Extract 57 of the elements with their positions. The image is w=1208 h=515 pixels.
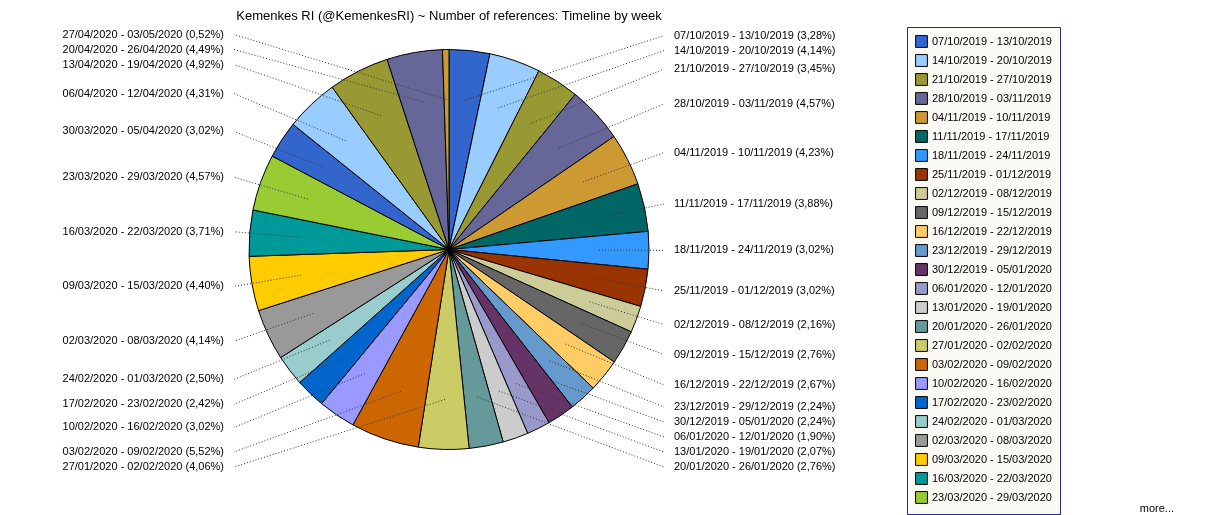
slice-label: 30/03/2020 - 05/04/2020 (3,02%) <box>62 124 224 137</box>
legend-label: 30/12/2019 - 05/01/2020 <box>932 262 1052 275</box>
category-label: 23/03/2020 - 29/03/2020 (4,57%) <box>62 170 224 183</box>
category-label: 03/02/2020 - 09/02/2020 (5,52%) <box>62 445 224 457</box>
category-label: 10/02/2020 - 16/02/2020 (3,02%) <box>62 420 224 433</box>
category-label: 23/12/2019 - 29/12/2019 (2,24%) <box>674 400 836 412</box>
more-link: more... <box>1139 502 1174 514</box>
legend-label: 14/10/2019 - 20/10/2019 <box>932 53 1052 66</box>
category-label: 27/01/2020 - 02/02/2020 (4,06%) <box>62 460 224 472</box>
category-label: 30/12/2019 - 05/01/2020 (2,24%) <box>674 415 836 427</box>
category-label: 20/01/2020 - 26/01/2020 (2,76%) <box>674 460 836 472</box>
legend-label: 07/10/2019 - 13/10/2019 <box>932 34 1052 47</box>
legend-label: 10/02/2020 - 16/02/2020 <box>932 376 1052 389</box>
legend-label: 13/01/2020 - 19/01/2020 <box>932 300 1052 313</box>
category-label: 04/11/2019 - 10/11/2019 (4,23%) <box>674 145 834 158</box>
slice-label: 20/04/2020 - 26/04/2020 (4,49%) <box>62 42 224 55</box>
category-label: 21/10/2019 - 27/10/2019 (3,45%) <box>674 62 836 75</box>
legend-label: 11/11/2019 - 17/11/2019 <box>932 129 1050 142</box>
category-label: 06/01/2020 - 12/01/2020 (1,90%) <box>674 430 836 442</box>
category-label: 14/10/2019 - 20/10/2019 (4,14%) <box>674 43 836 56</box>
category-label: 11/11/2019 - 17/11/2019 (3,88%) <box>674 197 834 210</box>
category-label: 09/03/2020 - 15/03/2020 (4,40%) <box>62 279 224 292</box>
legend-label: 17/02/2020 - 23/02/2020 <box>932 395 1052 408</box>
category-label: 18/11/2019 - 24/11/2019 (3,02%) <box>674 243 834 256</box>
legend-label: 28/10/2019 - 03/11/2019 <box>932 91 1052 104</box>
category-label: 09/12/2019 - 15/12/2019 (2,76%) <box>674 347 836 360</box>
legend-label: 09/03/2020 - 15/03/2020 <box>932 452 1052 465</box>
legend-label: 16/03/2020 - 22/03/2020 <box>932 471 1052 484</box>
slice-label: 27/04/2020 - 03/05/2020 (0,52%) <box>62 27 224 40</box>
category-label: 16/12/2019 - 22/12/2019 (2,67%) <box>674 377 836 390</box>
legend-label: 16/12/2019 - 22/12/2019 <box>932 224 1052 237</box>
legend-label: 03/02/2020 - 09/02/2020 <box>932 357 1052 370</box>
legend-label: 20/01/2020 - 26/01/2020 <box>932 319 1052 332</box>
legend-label: 21/10/2019 - 27/10/2019 <box>932 72 1052 85</box>
category-label: 28/10/2019 - 03/11/2019 (4,57%) <box>674 96 835 109</box>
legend-label: 04/11/2019 - 10/11/2019 <box>932 110 1051 123</box>
legend-label: 23/03/2020 - 29/03/2020 <box>932 490 1052 503</box>
legend-label: 02/12/2019 - 08/12/2019 <box>932 186 1052 199</box>
category-label: 02/03/2020 - 08/03/2020 (4,14%) <box>62 334 224 347</box>
category-label: 13/01/2020 - 19/01/2020 (2,07%) <box>674 445 836 457</box>
legend-label: 06/01/2020 - 12/01/2020 <box>932 281 1052 294</box>
chart-title: Kemenkes RI (@KemenkesRI) ~ Number of references: Timeline by week <box>236 7 663 23</box>
legend-label: 09/12/2019 - 15/12/2019 <box>932 205 1052 218</box>
category-label: 24/02/2020 - 01/03/2020 (2,50%) <box>62 372 224 385</box>
legend-label: 24/02/2020 - 01/03/2020 <box>932 414 1052 427</box>
slice-label: 06/04/2020 - 12/04/2020 (4,31%) <box>62 86 224 99</box>
legend-label: 23/12/2019 - 29/12/2019 <box>932 243 1052 256</box>
legend-label: 02/03/2020 - 08/03/2020 <box>932 433 1052 446</box>
slice-label: 13/04/2020 - 19/04/2020 (4,92%) <box>62 57 224 70</box>
legend-label: 18/11/2019 - 24/11/2019 <box>932 148 1051 161</box>
legend-label: 27/01/2020 - 02/02/2020 <box>932 338 1052 351</box>
category-label: 07/10/2019 - 13/10/2019 (3,28%) <box>674 28 836 41</box>
category-label: 17/02/2020 - 23/02/2020 (2,42%) <box>62 397 224 410</box>
category-label: 25/11/2019 - 01/12/2019 (3,02%) <box>674 283 835 296</box>
category-label: 16/03/2020 - 22/03/2020 (3,71%) <box>62 224 224 237</box>
legend-label: 25/11/2019 - 01/12/2019 <box>932 167 1052 180</box>
category-label: 02/12/2019 - 08/12/2019 (2,16%) <box>674 317 836 330</box>
